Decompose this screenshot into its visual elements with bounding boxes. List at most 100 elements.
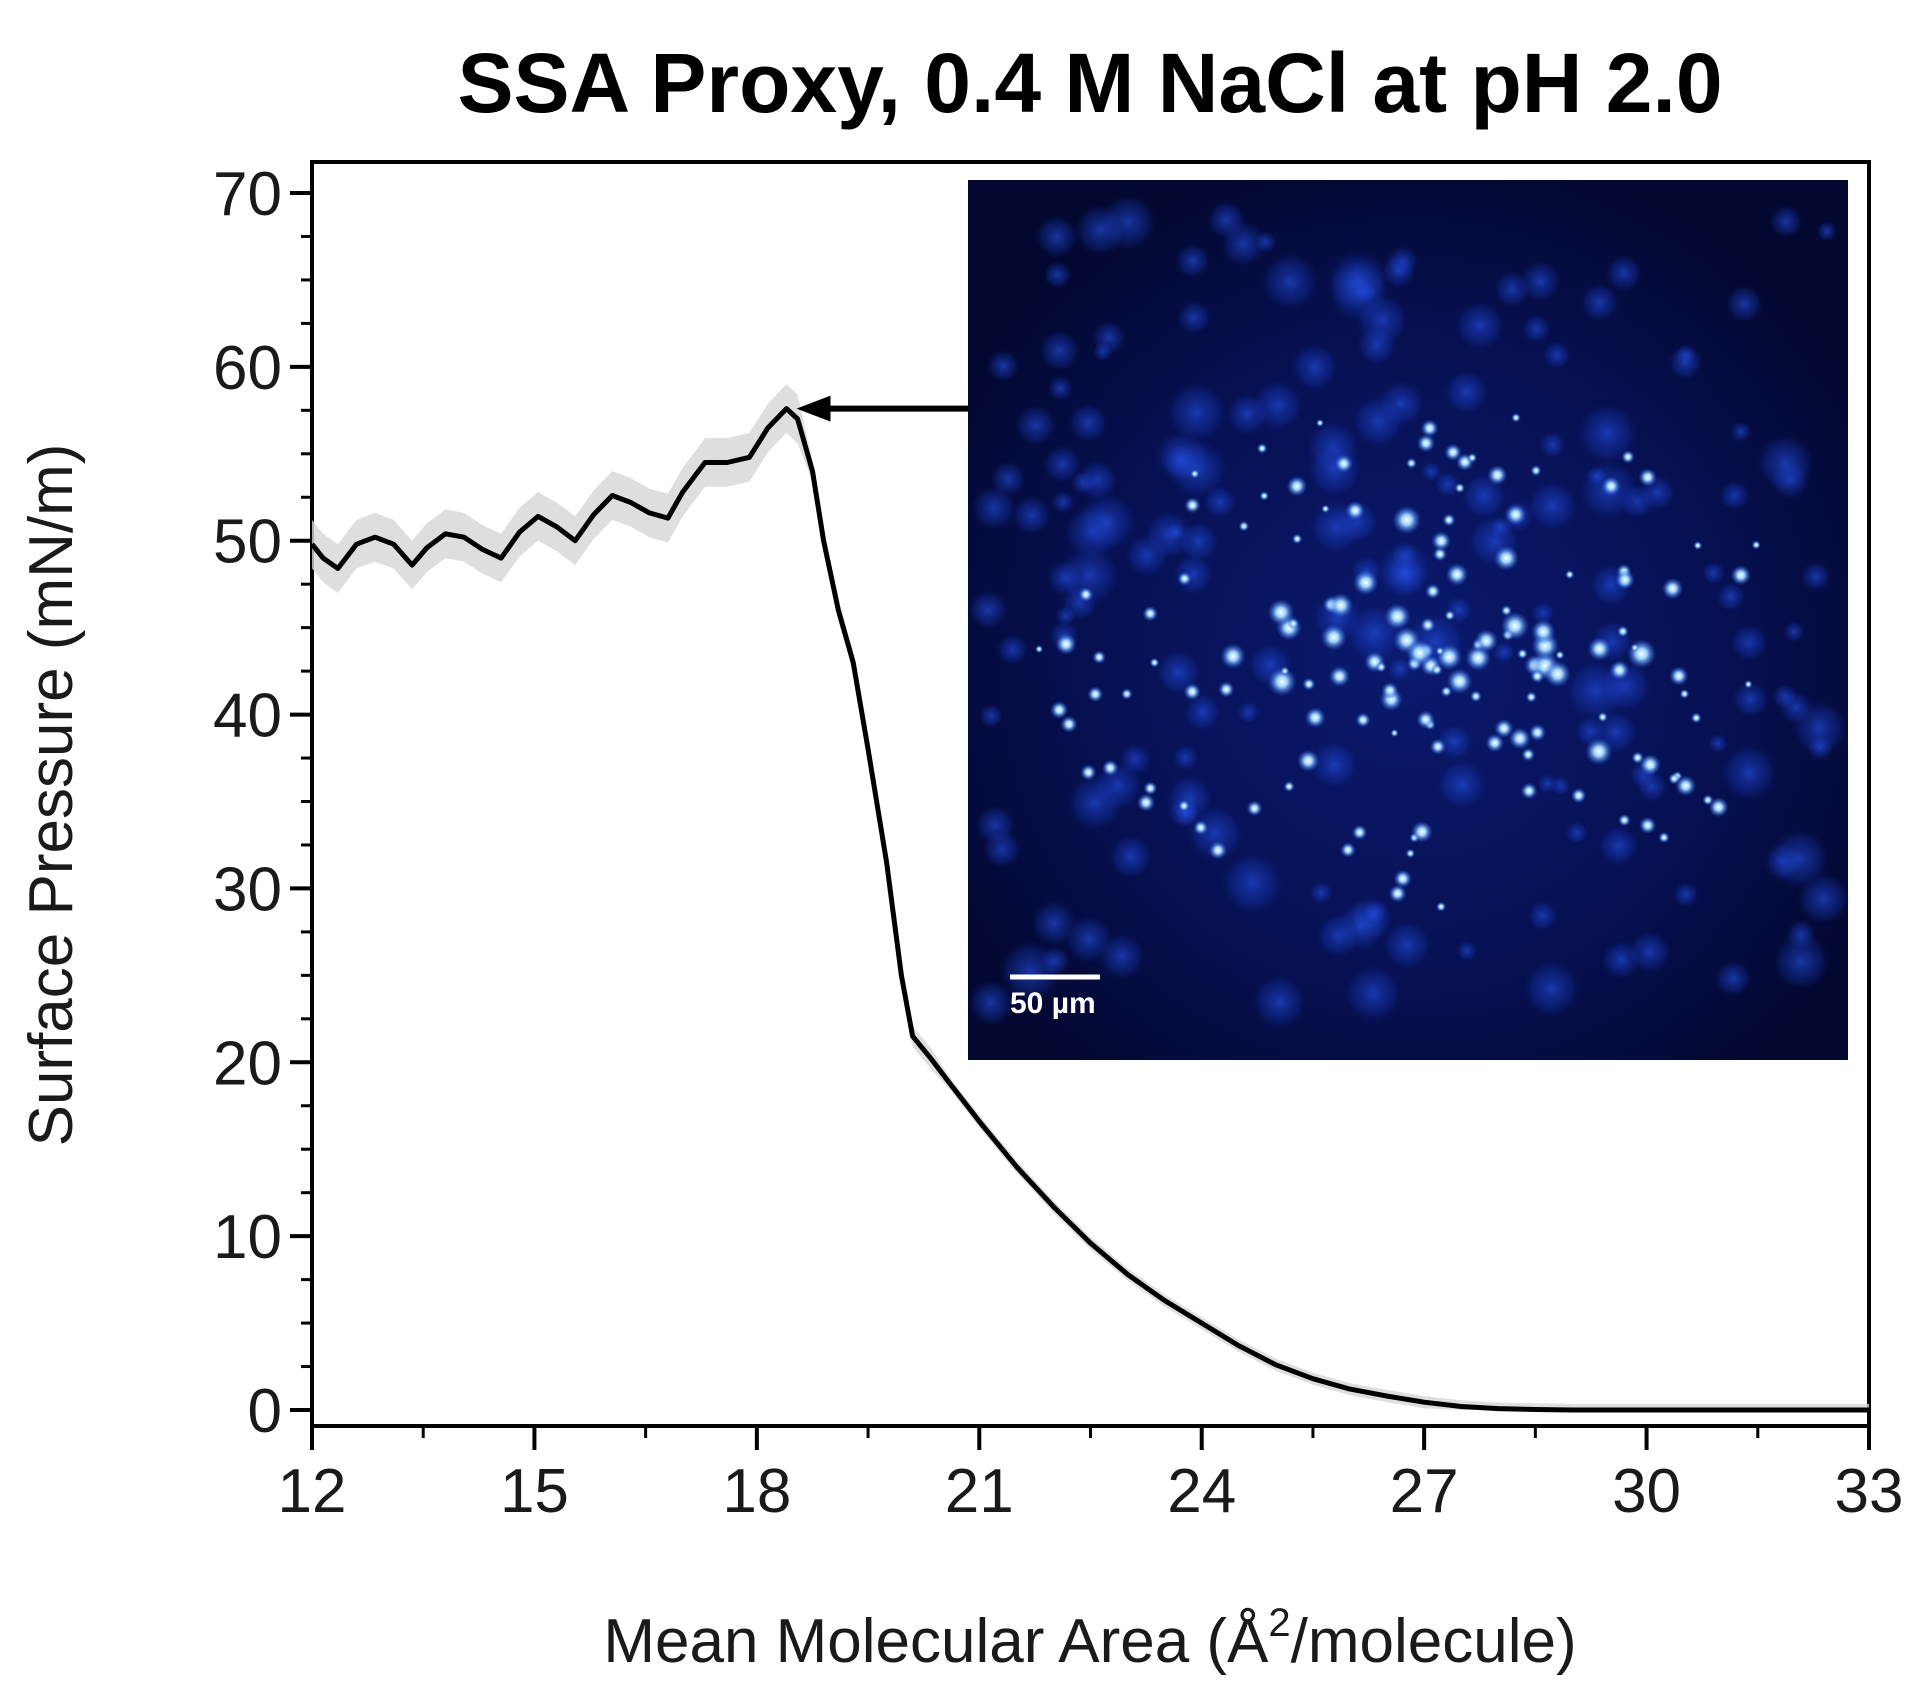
inset-ring <box>1492 641 1516 664</box>
inset-ring <box>1443 369 1490 416</box>
inset-ring <box>1564 820 1589 845</box>
inset-ring <box>1051 490 1075 514</box>
inset-spot <box>1384 603 1411 630</box>
inset-spot <box>1183 683 1201 701</box>
inset-spot <box>1485 733 1505 753</box>
inset-ring <box>996 633 1029 666</box>
inset-spot <box>1390 728 1399 738</box>
inset-ring <box>982 829 1022 869</box>
inset-spot <box>1555 650 1565 660</box>
inset-spot <box>1425 583 1441 600</box>
inset-spot <box>1291 533 1303 545</box>
inset-ring <box>1164 521 1187 543</box>
inset-ring <box>1014 404 1057 447</box>
inset-ring <box>1526 479 1579 533</box>
inset-spot <box>1445 563 1469 586</box>
inset-spot <box>1283 780 1295 793</box>
inset-spot <box>1220 643 1246 669</box>
inset-spot <box>1302 677 1316 691</box>
inset-ring <box>1718 480 1750 512</box>
x-tick-label: 12 <box>278 1457 347 1526</box>
inset-spot <box>1321 504 1330 514</box>
inset-ring <box>1707 733 1729 754</box>
inset-spot <box>1080 764 1097 781</box>
inset-spot <box>1444 610 1456 621</box>
inset-spot <box>1617 625 1629 638</box>
series-line-isotherm <box>310 406 1869 1413</box>
inset-ring <box>1806 733 1834 761</box>
inset-ring <box>1522 959 1581 1018</box>
inset-spot <box>1297 749 1320 772</box>
inset-ring <box>1254 230 1277 254</box>
inset-ring <box>1730 421 1752 443</box>
inset-ring <box>1454 299 1506 352</box>
inset-spot <box>1521 747 1536 762</box>
inset-spot <box>1531 619 1556 644</box>
inset-ring <box>1172 744 1199 772</box>
inset-ring <box>1042 444 1082 484</box>
inset-spot <box>1442 513 1456 527</box>
inset-ring <box>1456 940 1478 962</box>
inset-spot <box>1352 569 1379 596</box>
y-tick-label: 70 <box>213 160 282 229</box>
inset-spot <box>1638 468 1657 487</box>
inset-spot <box>1420 419 1439 438</box>
inset-ring <box>1039 945 1071 977</box>
inset-ring <box>1038 329 1081 372</box>
inset-ring <box>1436 759 1487 810</box>
inset-ring <box>967 979 1015 1027</box>
y-tick-label: 20 <box>213 1029 282 1098</box>
inset-spot <box>1280 666 1290 676</box>
inset-spot <box>1615 569 1635 590</box>
inset-ring <box>1351 393 1406 449</box>
inset-spot <box>1218 681 1235 698</box>
inset-ring <box>1579 282 1620 323</box>
x-tick-label: 24 <box>1167 1457 1236 1526</box>
inset-spot <box>1393 869 1413 888</box>
inset-spot <box>1190 469 1200 479</box>
inset-spot <box>1375 661 1387 673</box>
inset-ring <box>1260 252 1320 312</box>
inset-ring <box>1108 834 1154 880</box>
inset-ring <box>1771 683 1799 710</box>
inset-ring <box>1816 220 1838 242</box>
inset-spot <box>1328 592 1354 618</box>
inset-spot <box>1405 848 1416 859</box>
inset-ring <box>1326 249 1390 312</box>
x-axis-label: Mean Molecular Area (Å2/molecule) <box>603 1601 1576 1676</box>
inset-spot <box>1639 816 1657 835</box>
inset-ring <box>1786 919 1817 950</box>
inset-spot <box>1259 491 1269 501</box>
inset-spot <box>1238 520 1250 532</box>
inset-ring <box>1251 974 1308 1030</box>
inset-ring <box>1672 881 1700 908</box>
inset-ring <box>1011 494 1052 536</box>
inset-ring <box>1542 340 1571 370</box>
y-tick-label: 40 <box>213 682 282 751</box>
inset-ring <box>1076 459 1119 502</box>
inset-ring <box>1290 342 1340 392</box>
inset-spot <box>1669 666 1689 686</box>
inset-ring <box>1310 740 1359 789</box>
inset-spot <box>1679 688 1690 699</box>
inset-ring <box>1306 441 1363 498</box>
inset-ring <box>1118 742 1152 776</box>
x-tick-label: 30 <box>1612 1457 1681 1526</box>
inset-spot <box>1267 598 1295 626</box>
inset-ring <box>1715 581 1746 612</box>
inset-spot <box>1388 884 1407 903</box>
inset-ring <box>1315 912 1361 958</box>
inset-ring <box>986 349 1020 383</box>
inset-ring <box>1701 561 1726 585</box>
inset-ring <box>1206 200 1247 240</box>
inset-spot <box>1050 700 1069 720</box>
x-axis-ticks: 12 15 18 21 24 27 30 33 <box>278 1426 1903 1526</box>
inset-spot <box>1120 688 1133 700</box>
inset-spot <box>1416 710 1435 729</box>
inset-ring <box>1768 828 1830 890</box>
inset-spot <box>1334 454 1354 473</box>
inset-spot <box>1055 633 1077 655</box>
inset-spot <box>1355 712 1371 728</box>
inset-ring <box>1420 461 1442 483</box>
inset-spot <box>1411 820 1433 843</box>
